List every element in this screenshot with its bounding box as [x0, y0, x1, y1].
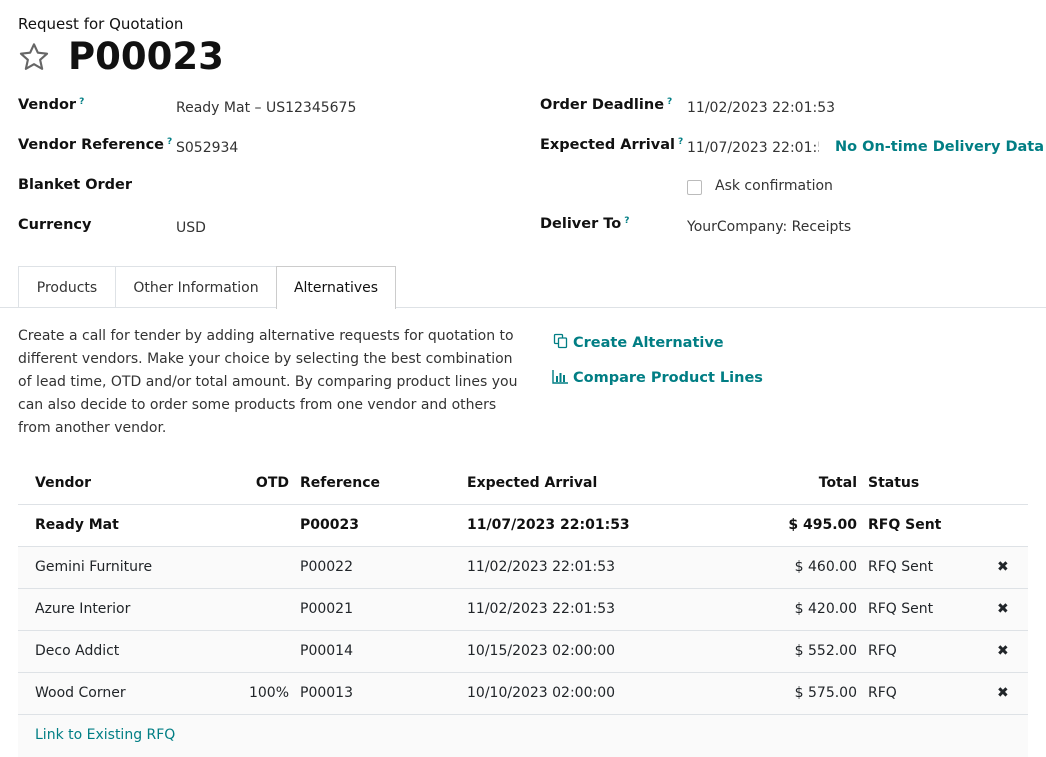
tab-products[interactable]: Products — [18, 266, 116, 308]
breadcrumb: Request for Quotation — [18, 15, 184, 33]
total-cell: $ 420.00 — [794, 601, 857, 617]
order-deadline-field[interactable]: 11/02/2023 22:01:53 — [687, 100, 836, 116]
table-row[interactable]: Azure Interior P00021 11/02/2023 22:01:53 $… — [18, 589, 1028, 631]
vendor-label: Vendor? — [18, 97, 85, 113]
reference-cell: P00023 — [300, 517, 359, 533]
vendor-cell: Azure Interior — [35, 601, 131, 617]
column-header-otd[interactable]: OTD — [255, 475, 289, 491]
expected-arrival-label: Expected Arrival? — [540, 137, 684, 153]
column-header-reference[interactable]: Reference — [300, 475, 381, 491]
total-cell: $ 575.00 — [794, 685, 857, 701]
status-cell: RFQ — [868, 685, 897, 701]
deliver-to-field[interactable]: YourCompany: Receipts — [687, 219, 852, 235]
currency-field[interactable]: USD — [176, 220, 206, 236]
page-title: P00023 — [68, 35, 224, 78]
vendor-cell: Wood Corner — [35, 685, 126, 701]
table-row[interactable]: Wood Corner 100% P00013 10/10/2023 02:00:00… — [18, 673, 1028, 715]
total-cell: $ 495.00 — [788, 517, 857, 533]
status-cell: RFQ Sent — [868, 517, 942, 533]
tab-alternatives[interactable]: Alternatives — [276, 266, 396, 309]
expected-arrival-cell: 11/07/2023 22:01:53 — [467, 517, 630, 533]
otd-status: No On-time Delivery Data — [835, 139, 1044, 155]
table-row[interactable]: Deco Addict P00014 10/15/2023 02:00:00 $ 55… — [18, 631, 1028, 673]
remove-icon[interactable]: ✖ — [997, 685, 1009, 701]
table-row[interactable]: Gemini Furniture P00022 11/02/2023 22:01:5… — [18, 547, 1028, 589]
otd-cell: 100% — [248, 685, 289, 701]
copy-icon — [553, 333, 568, 349]
vendor-field[interactable]: Ready Mat – US12345675 — [176, 100, 357, 116]
expected-arrival-field[interactable]: 11/07/2023 22:01:5 — [687, 140, 819, 156]
vendor-reference-label: Vendor Reference? — [18, 137, 173, 153]
table-row[interactable]: Ready Mat P00023 11/07/2023 22:01:53 $ 495.… — [18, 505, 1028, 547]
column-header-vendor[interactable]: Vendor — [35, 475, 92, 491]
vendor-cell: Gemini Furniture — [35, 559, 153, 575]
bar-chart-icon — [552, 370, 568, 384]
column-header-status[interactable]: Status — [868, 475, 920, 491]
reference-cell: P00021 — [300, 601, 353, 617]
blanket-order-label: Blanket Order — [18, 177, 133, 193]
vendor-cell: Ready Mat — [35, 517, 119, 533]
help-icon[interactable]: ? — [667, 97, 673, 107]
expected-arrival-cell: 10/15/2023 02:00:00 — [467, 643, 616, 659]
link-row: Link to Existing RFQ — [18, 715, 1028, 757]
reference-cell: P00022 — [300, 559, 353, 575]
tab-other-information[interactable]: Other Information — [115, 266, 277, 308]
reference-cell: P00013 — [300, 685, 353, 701]
total-cell: $ 552.00 — [794, 643, 857, 659]
expected-arrival-cell: 10/10/2023 02:00:00 — [467, 685, 616, 701]
column-header-expected-arrival[interactable]: Expected Arrival — [467, 475, 598, 491]
link-existing-rfq-button[interactable]: Link to Existing RFQ — [35, 727, 176, 743]
status-cell: RFQ — [868, 643, 897, 659]
help-icon[interactable]: ? — [624, 216, 630, 226]
vendor-reference-field[interactable]: S052934 — [176, 140, 239, 156]
reference-cell: P00014 — [300, 643, 353, 659]
alternatives-description: Create a call for tender by adding alter… — [18, 328, 518, 436]
help-icon[interactable]: ? — [79, 97, 85, 107]
tab-bar: Products Other Information Alternatives — [0, 266, 1046, 309]
star-outline-icon[interactable] — [17, 41, 51, 73]
remove-icon[interactable]: ✖ — [997, 643, 1009, 659]
currency-label: Currency — [18, 217, 92, 233]
ask-confirmation-label: Ask confirmation — [715, 178, 833, 194]
column-header-total[interactable]: Total — [818, 475, 857, 491]
status-cell: RFQ Sent — [868, 601, 934, 617]
create-alternative-label: Create Alternative — [573, 335, 724, 351]
table-header: Vendor OTD Reference Expected Arrival To… — [18, 463, 1028, 505]
status-cell: RFQ Sent — [868, 559, 934, 575]
compare-product-lines-button[interactable]: Compare Product Lines — [552, 369, 763, 386]
expected-arrival-cell: 11/02/2023 22:01:53 — [467, 559, 616, 575]
compare-product-lines-label: Compare Product Lines — [573, 370, 763, 386]
help-icon[interactable]: ? — [677, 137, 684, 147]
create-alternative-button[interactable]: Create Alternative — [553, 333, 724, 351]
vendor-cell: Deco Addict — [35, 643, 120, 659]
ask-confirmation-checkbox[interactable] — [687, 180, 702, 195]
deliver-to-label: Deliver To? — [540, 216, 630, 232]
alternatives-table: Vendor OTD Reference Expected Arrival To… — [18, 463, 1028, 757]
order-deadline-label: Order Deadline? — [540, 97, 673, 113]
total-cell: $ 460.00 — [794, 559, 857, 575]
help-icon[interactable]: ? — [167, 137, 173, 147]
expected-arrival-cell: 11/02/2023 22:01:53 — [467, 601, 616, 617]
remove-icon[interactable]: ✖ — [997, 601, 1009, 617]
remove-icon[interactable]: ✖ — [997, 559, 1009, 575]
